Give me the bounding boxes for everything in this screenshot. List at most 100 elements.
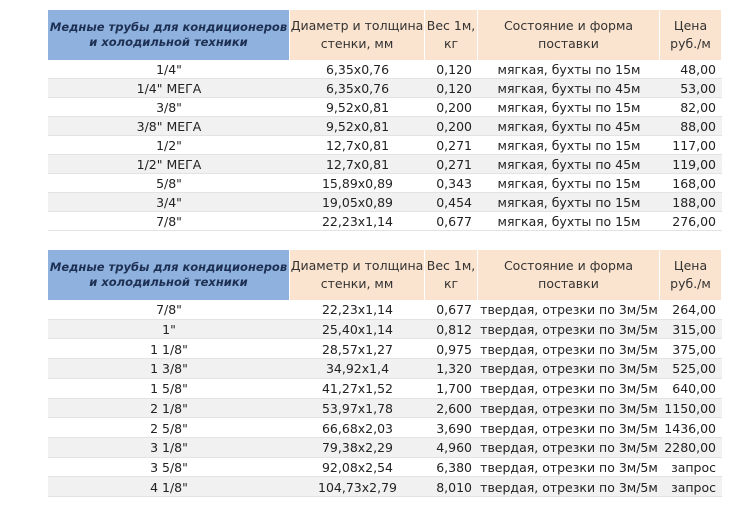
- row-divider: [48, 192, 722, 193]
- row-background: [48, 398, 722, 419]
- table-cell: 375,00: [672, 341, 716, 357]
- table-cell: 119,00: [672, 157, 716, 172]
- row-divider: [48, 230, 722, 231]
- table-cell: 0,677: [436, 214, 472, 229]
- table-cell: твердая, отрезки по 3м/5м: [480, 400, 658, 416]
- row-divider: [48, 116, 722, 117]
- table-cell: 640,00: [672, 381, 716, 397]
- table-cell: твердая, отрезки по 3м/5м: [480, 440, 658, 456]
- row-background: [48, 117, 722, 136]
- row-background: [48, 437, 722, 458]
- table-cell: 1 5/8": [150, 381, 188, 397]
- table-cell: мягкая, бухты по 45м: [497, 119, 641, 134]
- table-cell: 0,271: [436, 157, 472, 172]
- row-background: [48, 155, 722, 174]
- header-cell: Диаметр и толщина стенки, мм: [290, 250, 425, 300]
- table-cell: 1 1/8": [150, 341, 188, 357]
- table-cell: 88,00: [680, 119, 716, 134]
- table-cell: твердая, отрезки по 3м/5м: [480, 302, 658, 318]
- header-cell: Вес 1м, кг: [425, 250, 478, 300]
- table-cell: 12,7x0,81: [325, 157, 390, 172]
- table-cell: 2 5/8": [150, 420, 188, 436]
- table-cell: 22,23x1,14: [321, 302, 393, 318]
- row-divider: [48, 397, 722, 399]
- table-cell: 104,73x2,79: [318, 479, 397, 495]
- table-cell: 41,27x1,52: [321, 381, 393, 397]
- table-cell: твердая, отрезки по 3м/5м: [480, 381, 658, 397]
- table-cell: 264,00: [672, 302, 716, 318]
- table-cell: мягкая, бухты по 15м: [497, 195, 641, 210]
- row-divider: [48, 97, 722, 98]
- table-cell: 2 1/8": [150, 400, 188, 416]
- table-cell: 315,00: [672, 322, 716, 338]
- table-cell: 1,320: [436, 361, 472, 377]
- table-cell: твердая, отрезки по 3м/5м: [480, 479, 658, 495]
- table-cell: 4 1/8": [150, 479, 188, 495]
- table-cell: 1,700: [436, 381, 472, 397]
- table-cell: 525,00: [672, 361, 716, 377]
- header-cell: Состояние и форма поставки: [478, 10, 660, 60]
- table-cell: 6,35x0,76: [325, 62, 390, 77]
- row-background: [48, 79, 722, 98]
- table-cell: 276,00: [672, 214, 716, 229]
- table-cell: 4,960: [436, 440, 472, 456]
- table-cell: твердая, отрезки по 3м/5м: [480, 459, 658, 475]
- table-cell: 2280,00: [664, 440, 716, 456]
- row-background: [48, 477, 722, 497]
- table-cell: запрос: [671, 459, 716, 475]
- table-cell: 117,00: [672, 138, 716, 153]
- table-cell: 6,35x0,76: [325, 81, 390, 96]
- table-cell: 5/8": [156, 176, 182, 191]
- row-background: [48, 319, 722, 340]
- table-cell: 3 1/8": [150, 440, 188, 456]
- table-cell: 0,812: [436, 322, 472, 338]
- table-cell: 1 3/8": [150, 361, 188, 377]
- table-cell: 79,38x2,29: [321, 440, 393, 456]
- row-divider: [48, 338, 722, 340]
- table-cell: 1/2" МЕГА: [136, 157, 202, 172]
- header-cell: Медные трубы для кондиционеров и холодил…: [48, 10, 290, 60]
- table-cell: 3/8" МЕГА: [136, 119, 202, 134]
- table-cell: 82,00: [680, 100, 716, 115]
- table-cell: 0,120: [436, 81, 472, 96]
- table-cell: 9,52x0,81: [325, 100, 390, 115]
- table-cell: 0,271: [436, 138, 472, 153]
- table-cell: 1436,00: [664, 420, 716, 436]
- table-cell: 48,00: [680, 62, 716, 77]
- row-divider: [48, 436, 722, 438]
- table-cell: 0,677: [436, 302, 472, 318]
- table-cell: 25,40x1,14: [321, 322, 393, 338]
- row-divider: [48, 476, 722, 478]
- table-cell: 12,7x0,81: [325, 138, 390, 153]
- table-cell: 3 5/8": [150, 459, 188, 475]
- table-cell: 7/8": [156, 302, 182, 318]
- table-cell: 53,00: [680, 81, 716, 96]
- table-cell: мягкая, бухты по 45м: [497, 81, 641, 96]
- table-cell: 53,97x1,78: [321, 400, 393, 416]
- table-cell: 3/4": [156, 195, 182, 210]
- table-cell: 0,120: [436, 62, 472, 77]
- table-cell: 22,23x1,14: [321, 214, 393, 229]
- table-cell: 0,454: [436, 195, 472, 210]
- header-cell: Диаметр и толщина стенки, мм: [290, 10, 425, 60]
- row-divider: [48, 496, 722, 497]
- table-cell: 6,380: [436, 459, 472, 475]
- row-divider: [48, 78, 722, 79]
- table-cell: 9,52x0,81: [325, 119, 390, 134]
- table-cell: 1150,00: [664, 400, 716, 416]
- table-cell: 1/4" МЕГА: [136, 81, 202, 96]
- table-cell: 15,89x0,89: [321, 176, 393, 191]
- table-cell: мягкая, бухты по 15м: [497, 62, 641, 77]
- row-divider: [48, 358, 722, 360]
- table-cell: 8,010: [436, 479, 472, 495]
- header-cell: Медные трубы для кондиционеров и холодил…: [48, 250, 290, 300]
- table-cell: 34,92x1,4: [325, 361, 390, 377]
- header-cell: Состояние и форма поставки: [478, 250, 660, 300]
- table-cell: твердая, отрезки по 3м/5м: [480, 322, 658, 338]
- table-cell: 1/4": [156, 62, 182, 77]
- table-cell: запрос: [671, 479, 716, 495]
- table-cell: 66,68x2,03: [321, 420, 393, 436]
- table-cell: 0,343: [436, 176, 472, 191]
- table-cell: твердая, отрезки по 3м/5м: [480, 341, 658, 357]
